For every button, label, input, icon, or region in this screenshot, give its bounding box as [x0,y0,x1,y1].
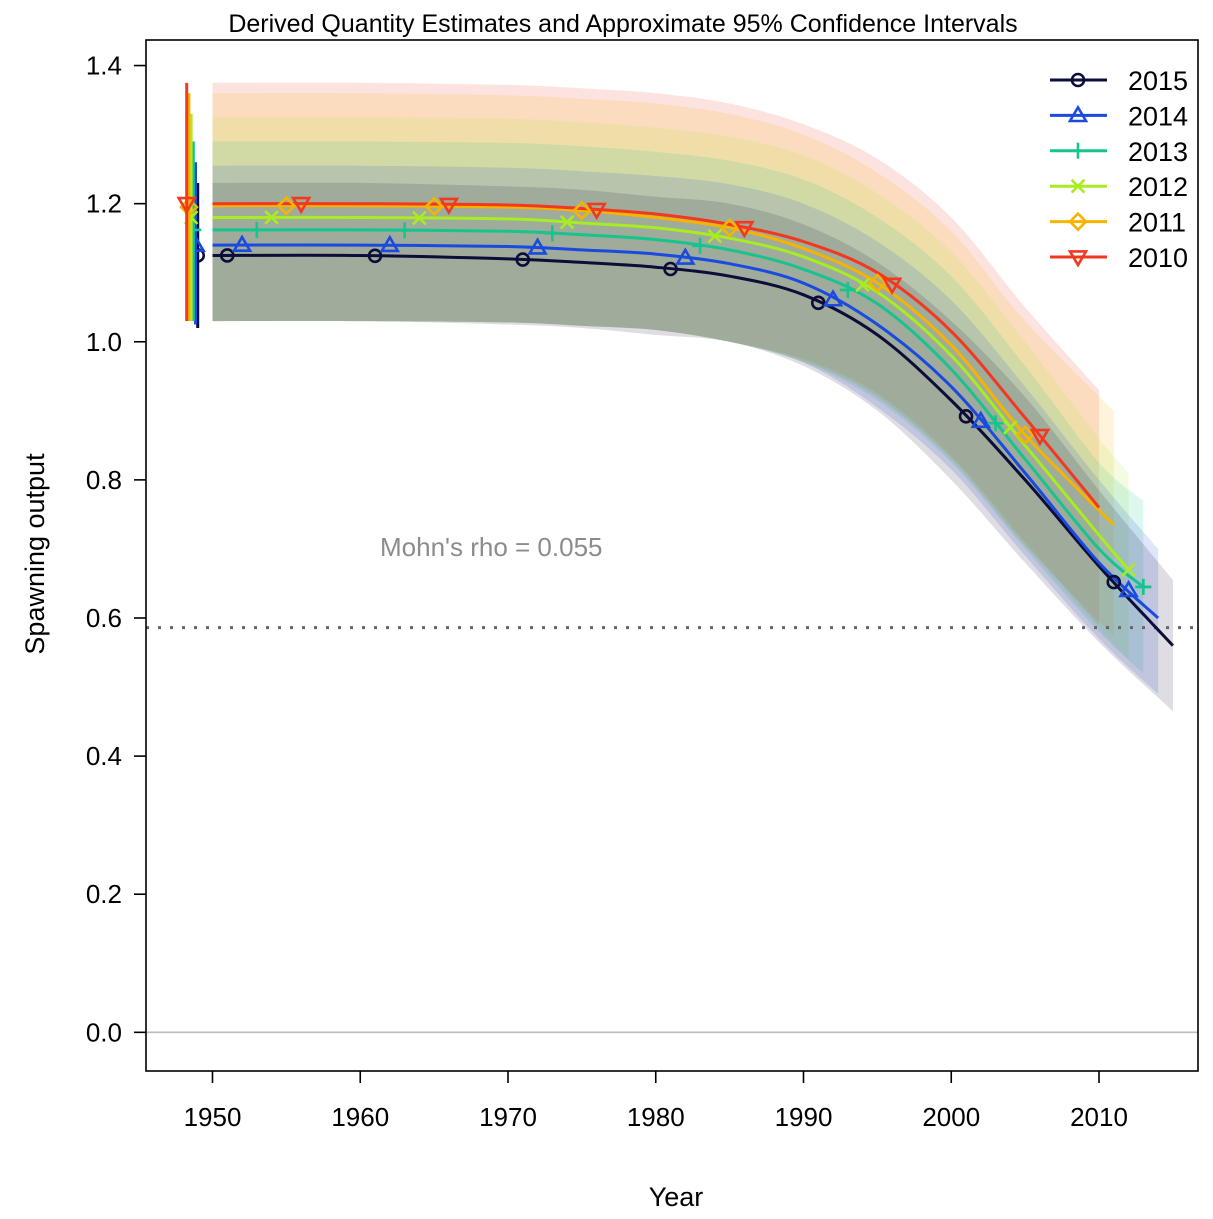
mohns-rho-annotation: Mohn's rho = 0.055 [380,532,603,562]
marker-2014 [527,237,548,255]
x-axis-label: Year [649,1182,704,1212]
marker-2010 [734,220,755,239]
marker-2013 [692,237,709,254]
series-line-2013 [212,228,1145,589]
legend-marker-2010 [1067,250,1089,268]
y-tick-label: 0.4 [86,741,122,771]
marker-2015 [219,248,235,263]
legend-label-2014: 2014 [1128,101,1188,131]
legend-label-2012: 2012 [1128,172,1188,202]
series-markers [219,195,1152,598]
marker-2012 [412,210,427,226]
marker-2014 [1118,579,1139,598]
marker-2013 [839,281,856,298]
marker-2010 [290,196,312,215]
x-tick-label: 1990 [775,1102,833,1132]
x-axis: 1950 1960 1970 1980 1990 2000 2010 [184,1071,1128,1132]
y-tick-label: 0.0 [86,1017,122,1047]
series-line-2015 [212,253,1174,647]
marker-2010 [586,202,607,221]
confidence-bands [212,82,1173,712]
series-line-2012 [212,215,1130,571]
marker-2011 [276,195,297,216]
y-tick-label: 1.0 [86,327,122,357]
marker-2013 [396,222,413,239]
legend-marker-2014 [1067,104,1089,123]
x-tick-label: 2010 [1070,1102,1128,1132]
series-lines [212,202,1174,647]
marker-2015 [958,409,974,424]
ci-band-2014 [212,165,1159,694]
marker-2011 [424,196,444,217]
marker-2011 [867,273,888,293]
marker-2011 [572,200,592,221]
marker-2014 [970,410,992,429]
y-tick-label: 0.2 [86,879,122,909]
y-tick-label: 0.8 [86,465,122,495]
ci-band-2012 [212,117,1129,660]
chart-title: Derived Quantity Estimates and Approxima… [228,10,1017,38]
marker-2015 [663,261,678,277]
x-tick-label: 1980 [627,1102,685,1132]
marker-2015 [367,248,383,264]
legend-label-2010: 2010 [1128,243,1188,273]
initial-marker-2010 [176,196,197,215]
marker-2011 [1015,425,1035,445]
marker-2012 [855,277,870,293]
plot-frame [145,39,1199,1072]
marker-2012 [559,214,575,230]
marker-2015 [515,252,531,267]
marker-2012 [707,228,723,244]
legend-label-2011: 2011 [1128,208,1186,238]
marker-2014 [675,247,696,265]
series-line-2014 [212,243,1160,620]
x-tick-label: 1960 [331,1102,389,1132]
series-line-2011 [212,204,1115,526]
marker-2013 [1135,578,1152,595]
marker-2014 [822,289,844,307]
y-axis-label: Spawning output [20,453,50,655]
marker-2011 [719,217,740,238]
marker-2015 [1106,574,1122,590]
legend-marker-2013 [1070,142,1086,159]
legend-label-2015: 2015 [1128,66,1188,96]
initial-year-estimates [176,82,206,328]
ci-band-2013 [212,141,1144,674]
marker-2010 [881,277,903,296]
marker-2014 [231,234,253,252]
marker-2014 [379,234,401,253]
x-tick-label: 2000 [922,1102,980,1132]
legend: 2015 2014 2013 2012 2011 2010 [1050,66,1188,273]
marker-2013 [248,221,265,238]
legend-marker-2011 [1068,211,1088,232]
y-tick-label: 1.2 [86,189,122,219]
legend-marker-2015 [1070,72,1086,88]
x-tick-label: 1970 [479,1102,537,1132]
y-tick-label: 0.6 [86,603,122,633]
reference-line-group [146,626,1198,1034]
x-tick-label: 1950 [184,1102,242,1132]
marker-2012 [1121,562,1136,577]
marker-2012 [1003,420,1018,435]
y-axis: 0.0 0.2 0.4 0.6 0.8 1.0 1.2 1.4 [86,51,146,1047]
marker-2010 [438,197,460,216]
marker-2015 [810,295,826,311]
marker-2013 [544,225,561,242]
legend-label-2013: 2013 [1128,137,1188,167]
legend-marker-2012 [1070,178,1086,194]
y-tick-label: 1.4 [86,51,122,81]
marker-2013 [987,415,1004,432]
ci-band-2011 [212,93,1114,636]
marker-2010 [1029,428,1051,447]
marker-2012 [264,210,279,225]
